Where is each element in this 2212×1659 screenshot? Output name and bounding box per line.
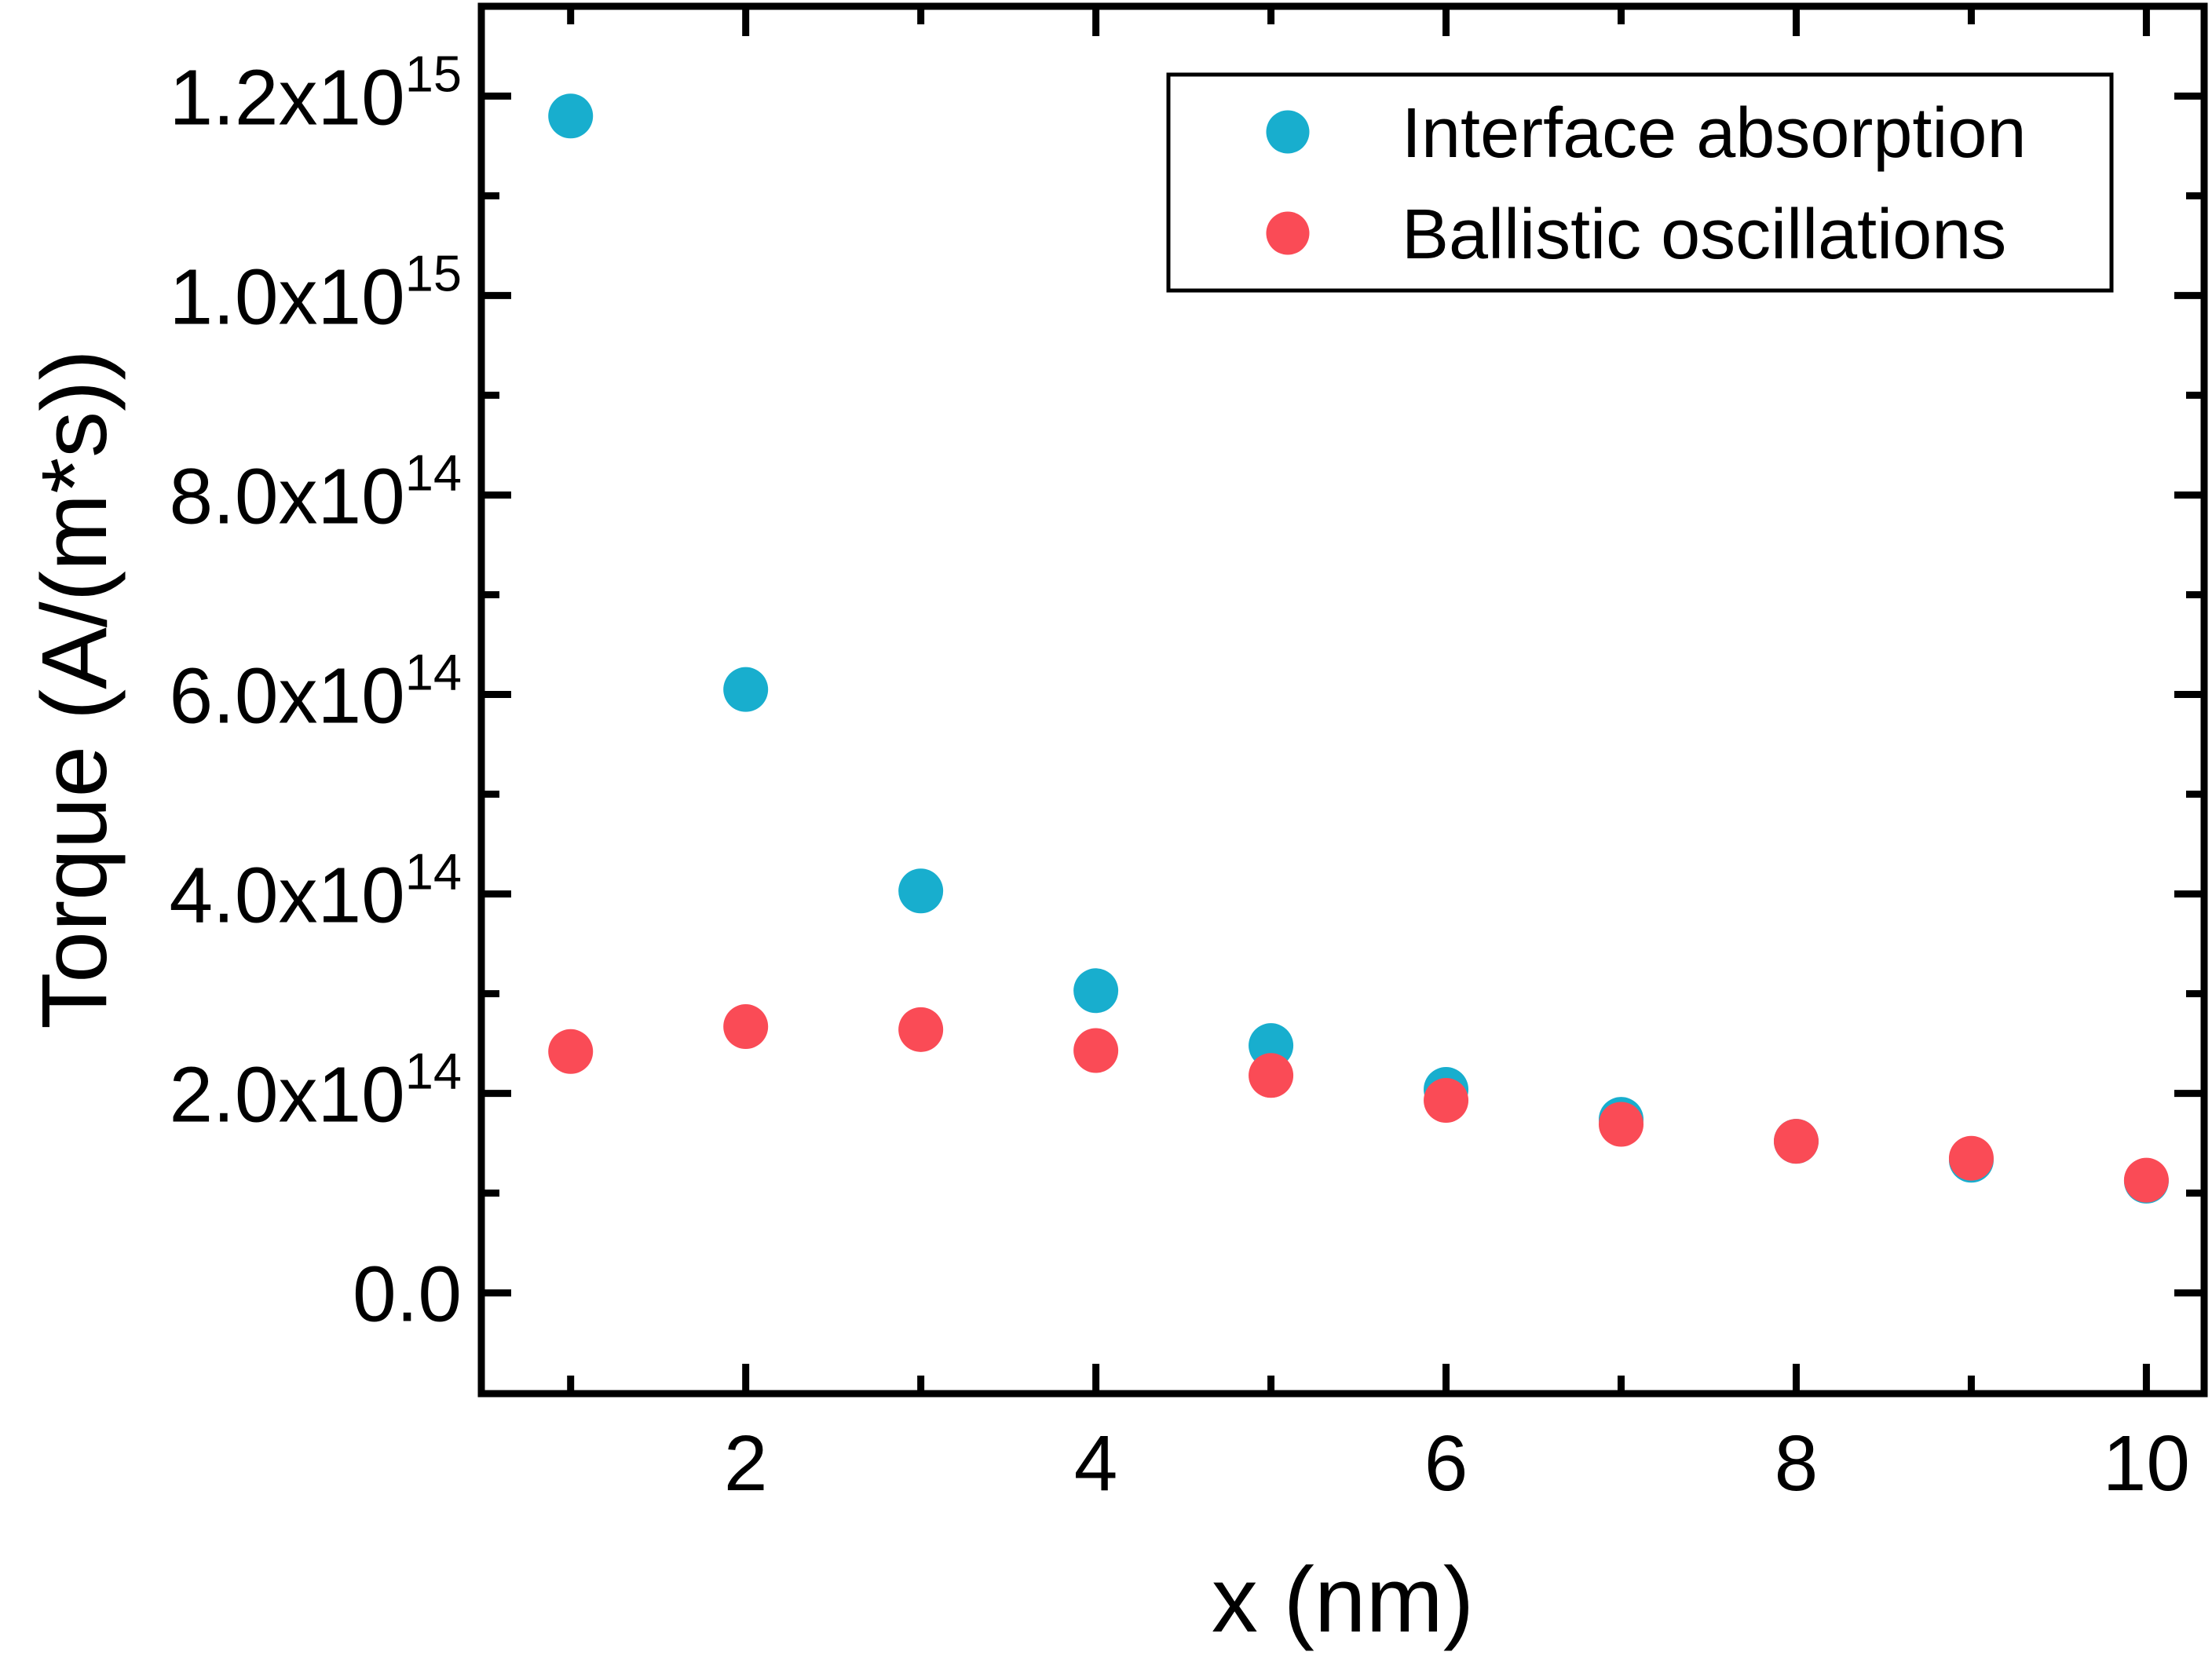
point-ballistic-oscillations-x2	[723, 1004, 769, 1050]
point-ballistic-oscillations-x9	[1948, 1135, 1994, 1181]
y-tick-label: 4.0x1014	[169, 843, 462, 940]
y-axis-title: Torque (A/(m*s))	[23, 349, 126, 1029]
point-ballistic-oscillations-x3	[898, 1007, 944, 1052]
x-tick-label: 4	[1074, 1420, 1118, 1507]
point-ballistic-oscillations-x8	[1773, 1119, 1819, 1164]
point-ballistic-oscillations-x6	[1424, 1078, 1469, 1124]
y-tick-label: 0.0	[353, 1251, 462, 1339]
point-interface-absorption-x1	[548, 93, 594, 139]
x-tick-label: 6	[1424, 1420, 1468, 1507]
y-tick-label: 8.0x1014	[169, 444, 462, 540]
x-tick-labels: 2 4 6 8 10	[724, 1420, 2190, 1507]
x-tick-label: 8	[1775, 1420, 1819, 1507]
plot-frame	[477, 2, 2208, 1398]
point-interface-absorption-x4	[1073, 968, 1119, 1014]
x-axis-title: x (nm)	[1212, 1548, 1474, 1652]
x-tick-label: 10	[2103, 1420, 2190, 1507]
point-ballistic-oscillations-x7	[1599, 1102, 1644, 1147]
point-ballistic-oscillations-x4	[1073, 1028, 1119, 1073]
y-tick-label: 6.0x1014	[169, 644, 462, 740]
y-tick-label: 2.0x1014	[169, 1043, 462, 1139]
legend-label-ballistic-oscillations: Ballistic oscillations	[1402, 195, 2006, 274]
axis-ticks	[481, 6, 2204, 1394]
legend: Interface absorption Ballistic oscillati…	[1166, 72, 2114, 293]
legend-marker-ballistic-oscillations	[1266, 211, 1310, 255]
legend-label-interface-absorption: Interface absorption	[1402, 94, 2027, 173]
point-ballistic-oscillations-x10	[2123, 1157, 2169, 1203]
legend-marker-interface-absorption	[1266, 110, 1310, 154]
y-tick-label: 1.0x1015	[169, 244, 462, 341]
data-points	[548, 93, 2169, 1204]
y-tick-label: 1.2x1015	[169, 45, 462, 141]
point-interface-absorption-x3	[898, 868, 944, 914]
legend-box	[1166, 72, 2114, 293]
x-tick-label: 2	[724, 1420, 768, 1507]
point-ballistic-oscillations-x5	[1249, 1053, 1294, 1098]
point-ballistic-oscillations-x1	[548, 1029, 594, 1074]
point-interface-absorption-x2	[723, 667, 769, 712]
y-tick-labels: 0.0 2.0x1014 4.0x1014 6.0x1014 8.0x1014 1.0x1…	[169, 45, 462, 1338]
